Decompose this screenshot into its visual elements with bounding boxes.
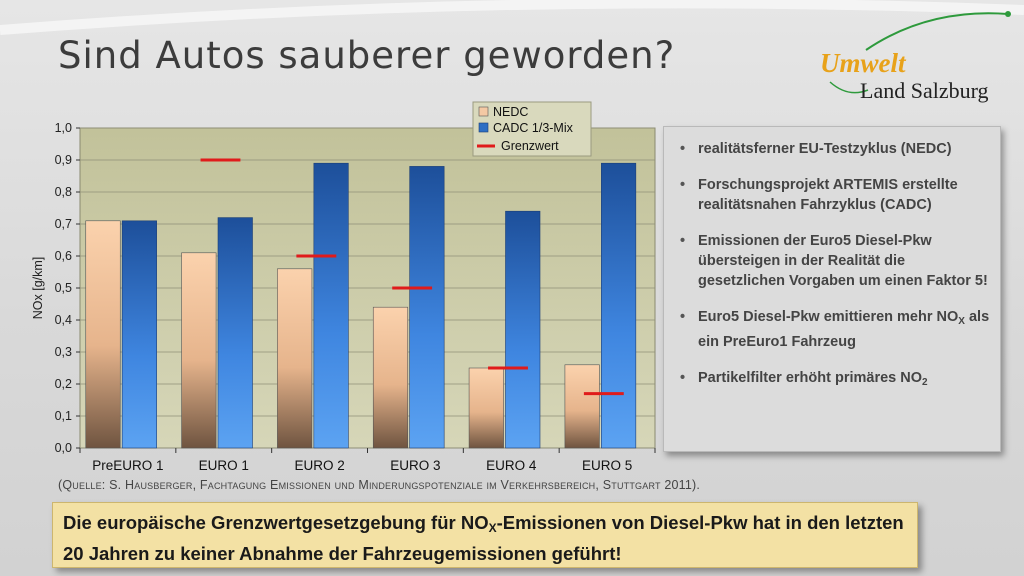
bullet-list: realitätsferner EU-Testzyklus (NEDC) Fors… xyxy=(672,139,990,393)
bar-nedc xyxy=(277,268,313,449)
bar-cadc xyxy=(505,210,541,449)
bar-nedc xyxy=(564,364,600,449)
bar-cadc xyxy=(409,166,445,449)
decorative-arc xyxy=(0,0,1024,35)
x-tick-label: EURO 5 xyxy=(582,458,632,473)
bullet-item: Forschungsprojekt ARTEMIS erstellte real… xyxy=(672,175,990,215)
x-tick-label: EURO 4 xyxy=(486,458,537,473)
y-tick-label: 0,9 xyxy=(55,153,72,167)
y-tick-label: 0,4 xyxy=(55,313,72,327)
bullet-text: Partikelfilter erhöht primäres NO xyxy=(698,370,923,386)
bar-cadc xyxy=(217,217,253,449)
bar-cadc xyxy=(313,162,349,449)
bullet-item: Emissionen der Euro5 Diesel-Pkw überstei… xyxy=(672,231,990,291)
bullet-item: Euro5 Diesel-Pkw emittieren mehr NOX als… xyxy=(672,307,990,352)
bullet-text-after: als ein PreEuro1 Fahrzeug xyxy=(698,309,990,350)
legend-label-limit: Grenzwert xyxy=(501,139,559,153)
bar-cadc xyxy=(121,220,157,449)
y-tick-label: 0,5 xyxy=(55,281,72,295)
y-tick-label: 0,0 xyxy=(55,441,72,455)
legend-swatch-nedc xyxy=(478,106,489,117)
conclusion-box: Die europäische Grenzwertgesetzgebung fü… xyxy=(52,502,918,568)
umwelt-land-salzburg-logo: Umwelt Land Salzburg xyxy=(808,8,1018,108)
conclusion-sub: X xyxy=(488,521,497,535)
logo-swoosh-icon xyxy=(829,11,1011,94)
conclusion-text-1: Die europäische Grenzwertgesetzgebung fü… xyxy=(63,512,489,533)
logo-umwelt: Umwelt xyxy=(820,48,906,78)
y-tick-label: 0,8 xyxy=(55,185,72,199)
x-tick-label: EURO 2 xyxy=(294,458,344,473)
y-tick-label: 1,0 xyxy=(55,121,72,135)
logo-land-salzburg: Land Salzburg xyxy=(860,78,989,103)
nox-chart: 0,0 0,1 0,2 0,3 0,4 0,5 0,6 0,7 0,8 0,9 1,0 NOx [g/… xyxy=(28,100,658,480)
y-axis-label: NOx [g/km] xyxy=(31,257,45,320)
bullet-subscript: X xyxy=(958,316,965,327)
bullet-subscript: 2 xyxy=(922,377,928,388)
conclusion-text-2: -Emissionen von Diesel-Pkw hat in den le… xyxy=(63,512,904,564)
nox-bar-chart: 0,0 0,1 0,2 0,3 0,4 0,5 0,6 0,7 0,8 0,9 1,0 NOx [g/… xyxy=(31,101,656,473)
bullet-item: realitätsferner EU-Testzyklus (NEDC) xyxy=(672,139,990,159)
bar-nedc xyxy=(85,220,121,449)
bar-cadc xyxy=(601,162,637,449)
legend-label-cadc: CADC 1/3-Mix xyxy=(493,121,574,135)
x-tick-label: EURO 1 xyxy=(199,458,249,473)
slide-title: Sind Autos sauberer geworden? xyxy=(58,34,676,77)
legend-label-nedc: NEDC xyxy=(493,105,528,119)
bullet-text: Emissionen der Euro5 Diesel-Pkw überstei… xyxy=(698,233,988,289)
bar-nedc xyxy=(372,306,409,449)
bar-nedc xyxy=(468,367,504,449)
y-tick-label: 0,3 xyxy=(55,345,72,359)
y-tick-label: 0,7 xyxy=(55,217,72,231)
bullet-box: realitätsferner EU-Testzyklus (NEDC) Fors… xyxy=(663,126,1001,452)
x-tick-label: PreEURO 1 xyxy=(92,458,163,473)
y-tick-label: 0,6 xyxy=(55,249,72,263)
bar-nedc xyxy=(181,252,217,449)
y-tick-label: 0,1 xyxy=(55,409,72,423)
y-tick-label: 0,2 xyxy=(55,377,72,391)
bullet-text: realitätsferner EU-Testzyklus (NEDC) xyxy=(698,141,952,157)
bullet-text: Forschungsprojekt ARTEMIS erstellte real… xyxy=(698,177,958,213)
legend-swatch-cadc xyxy=(478,122,489,133)
bullet-item: Partikelfilter erhöht primäres NO2 xyxy=(672,368,990,393)
bullet-text: Euro5 Diesel-Pkw emittieren mehr NO xyxy=(698,309,959,325)
source-citation: (Quelle: S. Hausberger, Fachtagung Emiss… xyxy=(58,478,701,492)
x-tick-label: EURO 3 xyxy=(390,458,440,473)
